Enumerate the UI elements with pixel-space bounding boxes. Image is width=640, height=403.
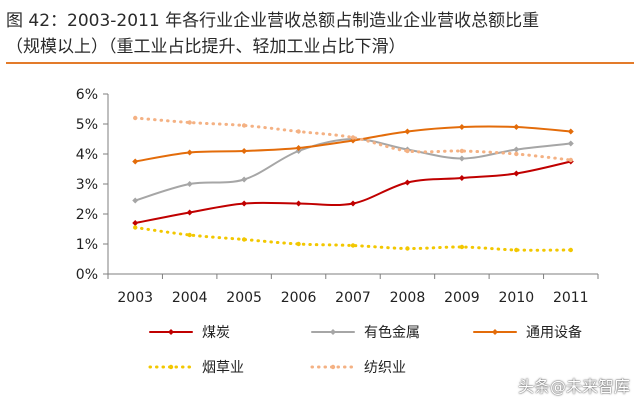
series-4-point <box>187 232 192 238</box>
chart-title: 图 42：2003-2011 年各行业企业营收总额占制造业企业营收总额比重 （规… <box>6 8 634 60</box>
series-2-point <box>186 181 193 187</box>
series-5-line <box>133 116 573 162</box>
y-tick-label: 1% <box>76 237 98 253</box>
legend-item-2-label: 有色金属 <box>364 324 420 341</box>
series-5-point <box>241 123 247 128</box>
series-4-point <box>514 247 519 253</box>
series-2-point <box>458 155 465 162</box>
series-1-point <box>513 170 520 177</box>
series-2 <box>132 136 574 204</box>
legend-item-3-marker <box>492 329 498 335</box>
series-3-point <box>513 124 520 130</box>
series-1-point <box>350 200 356 207</box>
series-3-line <box>134 125 572 163</box>
series-3-point <box>295 145 302 151</box>
title-line-1: 图 42：2003-2011 年各行业企业营收总额占制造业企业营收总额比重 <box>6 11 540 31</box>
x-tick-label: 2010 <box>499 290 535 306</box>
series-3-point <box>241 148 248 154</box>
series-4-point <box>459 244 465 250</box>
x-tick-label: 2009 <box>444 290 480 306</box>
series-2-point <box>241 176 248 183</box>
series-1-point <box>132 220 139 226</box>
series-3-point <box>458 124 465 130</box>
y-tick-label: 3% <box>76 177 98 193</box>
legend-item-2-marker <box>330 329 336 335</box>
y-tick-label: 2% <box>76 207 98 223</box>
legend-item-2: 有色金属 <box>311 324 420 341</box>
series-2-line <box>134 137 572 202</box>
x-tick-label: 2007 <box>335 290 371 306</box>
legend-item-1-marker <box>168 329 174 335</box>
chart-axes: 0% 1% 2% 3% 4% 5% 6% 2003 2004 2005 2006 2007 2008 20… <box>76 87 599 306</box>
series-4-point <box>350 243 356 248</box>
watermark: 头条@未来智库 <box>517 377 630 396</box>
series-4-point <box>241 237 247 242</box>
series-2-point <box>567 140 574 147</box>
series-1-point <box>404 179 411 186</box>
x-tick-label: 2005 <box>226 290 262 306</box>
series-2-point <box>132 197 139 204</box>
title-divider <box>6 62 634 64</box>
series-5-point <box>405 148 410 154</box>
legend-item-1-label: 煤炭 <box>202 325 230 341</box>
legend-item-4-marker <box>168 364 174 370</box>
series-3-point <box>186 149 193 156</box>
series-4-point <box>568 247 573 253</box>
series-5-point <box>459 148 465 154</box>
series-4-point <box>405 246 410 251</box>
series-5 <box>133 115 573 163</box>
series-1-point <box>186 209 193 216</box>
legend-item-5: 纺织业 <box>310 360 406 376</box>
series-1 <box>132 158 574 226</box>
series-1-line <box>134 160 572 224</box>
series-4-line <box>133 226 573 252</box>
x-tick-label: 2004 <box>172 290 208 306</box>
series-3-point <box>567 128 574 135</box>
legend-item-4: 烟草业 <box>148 360 244 376</box>
series-5-point <box>350 135 356 140</box>
legend-item-3: 通用设备 <box>473 324 582 341</box>
series-1-point <box>295 200 302 207</box>
series-3 <box>132 124 574 165</box>
legend-item-5-marker <box>330 364 336 370</box>
legend-item-1: 煤炭 <box>149 325 230 341</box>
x-tick-label: 2011 <box>553 290 589 306</box>
series-5-point <box>187 120 192 125</box>
legend-item-5-label: 纺织业 <box>364 360 406 376</box>
series-1-point <box>458 175 465 181</box>
legend-item-4-label: 烟草业 <box>202 360 244 376</box>
y-tick-label: 4% <box>76 147 98 163</box>
y-tick-label: 0% <box>76 267 98 283</box>
x-tick-label: 2003 <box>117 290 153 306</box>
x-tick-label: 2006 <box>281 290 317 306</box>
series-3-point <box>132 158 139 165</box>
series-5-point <box>133 115 138 121</box>
series-5-point <box>514 151 519 157</box>
x-tick-label: 2008 <box>390 290 426 306</box>
series-5-point <box>568 157 573 163</box>
series-4-point <box>296 241 301 247</box>
series-4 <box>133 225 573 253</box>
series-2-point <box>513 146 520 153</box>
series-5-point <box>296 129 301 134</box>
legend-item-3-label: 通用设备 <box>526 324 582 341</box>
y-tick-label: 5% <box>76 117 98 133</box>
series-4-point <box>133 225 138 230</box>
y-tick-label: 6% <box>76 87 98 103</box>
chart-series <box>132 115 574 253</box>
series-3-point <box>404 128 411 135</box>
title-line-2: （规模以上）（重工业占比提升、轻加工业占比下滑） <box>6 37 406 57</box>
series-1-point <box>241 200 248 207</box>
